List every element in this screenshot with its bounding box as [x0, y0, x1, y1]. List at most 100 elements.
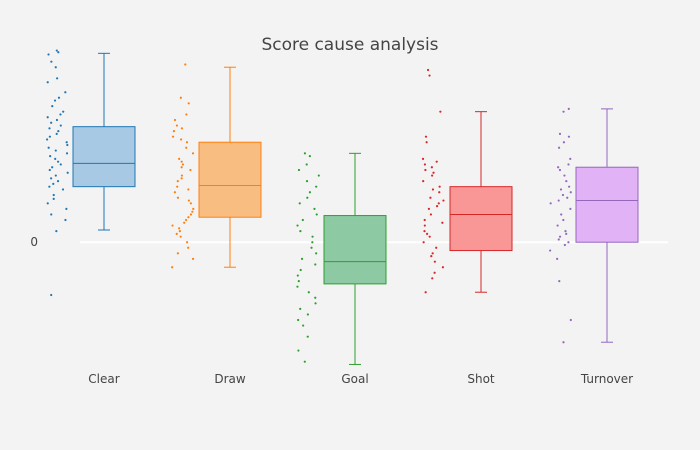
- data-point-turnover: [569, 207, 572, 210]
- data-point-clear: [50, 293, 53, 297]
- data-point-turnover: [557, 199, 560, 202]
- data-point-clear: [48, 168, 51, 172]
- data-point-clear: [59, 113, 62, 116]
- box-draw: [171, 63, 262, 269]
- data-point-draw: [180, 174, 184, 177]
- iqr-box-draw: [198, 141, 262, 218]
- data-point-shot: [423, 163, 426, 166]
- data-point-draw: [191, 257, 195, 260]
- data-point-draw: [175, 124, 179, 127]
- data-point-draw: [180, 166, 183, 169]
- data-point-goal: [301, 218, 304, 222]
- data-point-turnover: [558, 168, 562, 172]
- iqr-box-turnover: [575, 166, 639, 243]
- data-point-turnover: [567, 241, 570, 244]
- data-point-clear: [48, 135, 51, 138]
- data-point-turnover: [559, 188, 563, 191]
- data-point-shot: [431, 277, 434, 280]
- data-point-turnover: [568, 185, 571, 188]
- data-point-goal: [315, 185, 318, 188]
- data-point-goal: [314, 302, 317, 305]
- data-point-shot: [433, 271, 436, 274]
- data-point-clear: [53, 99, 57, 102]
- data-point-shot: [435, 246, 438, 249]
- data-point-goal: [297, 318, 300, 322]
- data-point-turnover: [557, 238, 560, 241]
- data-point-draw: [189, 213, 193, 216]
- data-point-draw: [185, 146, 188, 149]
- data-point-draw: [191, 210, 194, 213]
- iqr-box-shot: [449, 186, 513, 252]
- data-point-clear: [65, 207, 68, 210]
- data-point-clear: [64, 218, 67, 222]
- data-point-goal: [306, 196, 309, 199]
- data-point-clear: [57, 96, 61, 99]
- data-point-turnover: [569, 318, 572, 322]
- data-point-shot: [426, 68, 430, 72]
- box-shot: [421, 68, 513, 294]
- data-point-goal: [310, 246, 313, 249]
- chart-title: Score cause analysis: [261, 35, 438, 55]
- data-point-goal: [314, 263, 317, 266]
- data-point-clear: [57, 130, 60, 133]
- data-point-goal: [306, 335, 309, 338]
- data-point-goal: [311, 235, 314, 238]
- data-point-goal: [299, 268, 302, 272]
- data-point-clear: [51, 166, 54, 169]
- data-point-turnover: [549, 202, 552, 205]
- data-point-shot: [423, 224, 426, 227]
- data-point-draw: [187, 188, 190, 191]
- data-point-goal: [305, 163, 308, 166]
- data-point-goal: [308, 191, 312, 194]
- data-point-shot: [428, 235, 431, 238]
- data-point-draw: [191, 152, 195, 155]
- data-point-clear: [52, 182, 55, 185]
- data-point-shot: [435, 205, 439, 208]
- data-point-goal: [299, 230, 302, 233]
- data-point-draw: [171, 266, 174, 269]
- data-point-clear: [61, 188, 65, 191]
- data-point-draw: [185, 113, 188, 116]
- data-point-draw: [179, 96, 182, 99]
- data-point-clear: [52, 197, 55, 200]
- data-point-shot: [429, 213, 433, 216]
- data-point-shot: [421, 157, 425, 160]
- data-point-goal: [296, 274, 299, 277]
- box-clear: [46, 49, 136, 297]
- data-point-turnover: [557, 146, 561, 149]
- data-point-goal: [297, 349, 300, 352]
- data-point-draw: [189, 168, 192, 172]
- data-point-draw: [176, 185, 179, 188]
- data-point-turnover: [563, 174, 566, 177]
- iqr-box-clear: [72, 126, 136, 188]
- data-point-goal: [306, 313, 309, 316]
- data-point-clear: [54, 149, 57, 152]
- data-point-goal: [308, 155, 311, 158]
- data-point-clear: [64, 91, 67, 94]
- data-point-turnover: [556, 224, 559, 227]
- data-point-clear: [54, 174, 57, 177]
- data-point-clear: [46, 202, 49, 205]
- data-point-clear: [50, 213, 53, 216]
- data-point-clear: [57, 51, 60, 54]
- data-point-draw: [189, 202, 192, 205]
- data-point-clear: [56, 180, 60, 183]
- data-point-clear: [51, 105, 54, 108]
- data-point-clear: [48, 185, 51, 188]
- data-point-goal: [305, 180, 309, 183]
- data-point-draw: [180, 127, 184, 130]
- y-tick-label-zero: 0: [30, 235, 38, 249]
- data-point-turnover: [569, 191, 572, 194]
- data-point-clear: [55, 230, 58, 233]
- data-point-shot: [423, 218, 426, 222]
- data-point-shot: [438, 185, 441, 188]
- data-point-shot: [424, 291, 427, 294]
- data-point-goal: [315, 252, 318, 255]
- data-point-clear: [47, 146, 50, 149]
- data-point-goal: [314, 296, 317, 299]
- data-point-draw: [171, 135, 175, 138]
- data-point-clear: [54, 157, 57, 160]
- data-point-draw: [187, 246, 190, 249]
- data-point-shot: [437, 202, 440, 205]
- data-point-goal: [299, 307, 302, 310]
